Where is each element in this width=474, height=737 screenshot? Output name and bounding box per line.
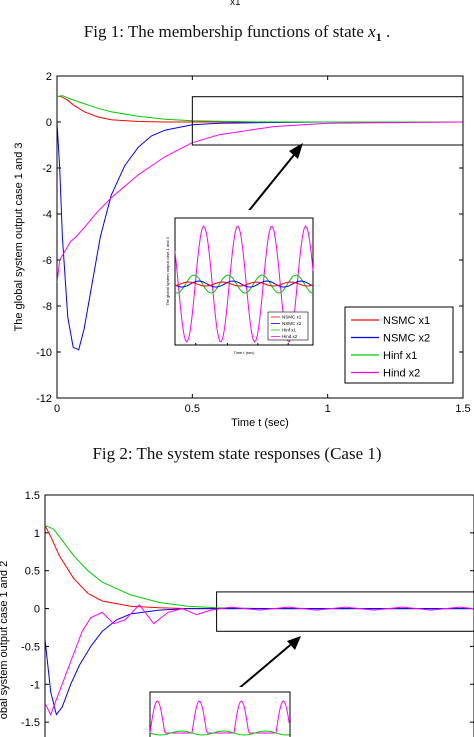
inset-y-label: The global system output case 1 and 3 [165,236,170,305]
inset-legend-label: Hind x2 [282,334,298,339]
fig1-caption-text: Fig 1: The membership functions of state [83,22,369,41]
inset-legend-label: NSMC x2 [282,321,302,326]
zoom-arrow-head [289,143,303,159]
y-tick-label: 2 [46,71,52,83]
x-tick-label: 1.5 [455,403,470,415]
y-tick-label: -8 [42,301,52,313]
y-tick-label: 0 [34,604,40,616]
legend-label: NSMC x1 [383,315,430,327]
x-tick-label: 0 [54,403,60,415]
series-line-hind-x2 [45,604,474,716]
fig1-caption-var: x [368,22,376,41]
chart-system-output-case2: 1.5 1 0.5 0 -0.5 -1 -1.5 obal system output cas… [0,490,474,737]
y-tick-label: 1 [34,528,40,540]
zoom-arrow [242,149,299,219]
y-tick-label: 0 [46,117,52,129]
series-group [45,524,474,716]
y-tick-label: 0.5 [25,566,40,578]
series-group [57,95,463,351]
top-axis-fragment: x1 [230,0,241,8]
fig1-caption-sub: 1 [375,30,382,44]
series-line-hinf-x1 [57,95,463,123]
inset-legend-label: Hinf x1 [282,328,297,333]
legend-label: NSMC x2 [383,333,430,345]
series-line-hind-x2 [57,121,463,284]
x-axis-label: Time t (sec) [231,417,289,429]
fig1-caption: Fig 1: The membership functions of state… [0,22,474,44]
fig2-caption: Fig 2: The system state responses (Case … [92,444,382,463]
y-tick-label: 1.5 [25,490,40,502]
y-tick-label: -4 [42,209,52,221]
inset-legend-label: NSMC x1 [282,315,302,320]
inset-x-label: Time t (sec) [234,350,256,355]
inset-frame [149,691,291,737]
zoom-arrow-head [287,636,301,650]
series-line-nsmc-x2 [57,121,463,351]
zoom-region-box [191,96,464,146]
y-tick-label: -12 [36,393,52,405]
inset-line-hinf-x1 [149,730,290,736]
y-axis-label: obal system output case 1 and 2 [0,561,10,719]
x-tick-label: 0.5 [185,403,200,415]
y-tick-label: -1.5 [21,717,40,729]
fig1-caption-end: . [381,22,391,41]
legend-label: Hind x2 [383,368,420,380]
y-tick-label: -0.5 [21,641,40,653]
y-tick-label: -1 [30,679,40,691]
inset-line-hind-x2 [149,700,290,734]
legend-label: Hinf x1 [383,350,417,362]
inset-line-nsmc-x1 [174,281,314,287]
zoom-region-box [216,591,474,632]
y-axis-label: The global system output case 1 and 3 [13,143,25,332]
y-tick-label: -6 [42,255,52,267]
zoom-arrow [236,640,296,691]
y-tick-label: -2 [42,163,52,175]
x-tick-label: 1 [325,403,331,415]
inset-line-hinf-x1 [174,274,314,294]
y-tick-label: -10 [36,347,52,359]
